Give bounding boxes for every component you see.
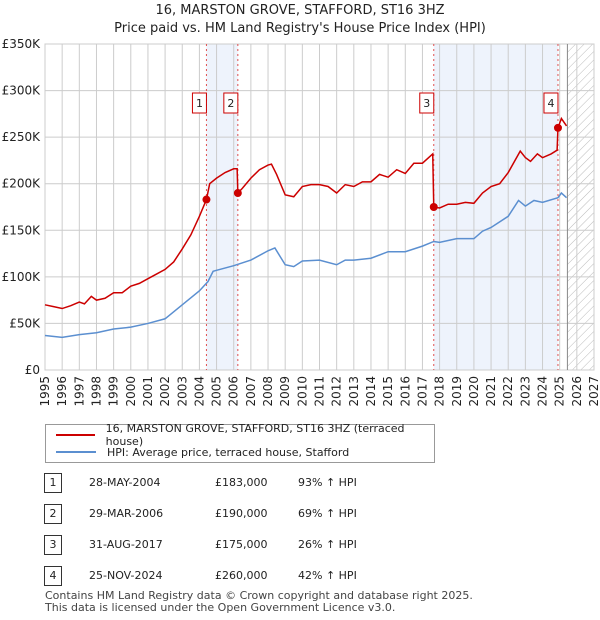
x-tick-label: 2017 [415, 376, 429, 407]
y-tick-label: £100K [2, 270, 42, 284]
transaction-price: £190,000 [215, 507, 268, 520]
y-tick-label: £0 [25, 363, 40, 377]
transaction-number: 1 [44, 473, 62, 493]
sale-label-box [223, 92, 239, 114]
transaction-number: 2 [44, 504, 62, 524]
transaction-hpi-change: 26% ↑ HPI [298, 538, 357, 551]
y-tick-label: £150K [2, 223, 42, 237]
x-tick-label: 2023 [518, 376, 532, 407]
x-tick-label: 2007 [244, 376, 258, 407]
x-tick-label: 2012 [330, 376, 344, 407]
transaction-date: 29-MAR-2006 [89, 507, 164, 520]
x-tick-label: 1995 [38, 376, 52, 407]
transaction-hpi-change: 42% ↑ HPI [298, 569, 357, 582]
transaction-date: 31-AUG-2017 [89, 538, 163, 551]
x-tick-label: 2011 [313, 376, 327, 407]
x-tick-label: 2006 [227, 376, 241, 407]
x-tick-label: 2027 [587, 376, 600, 407]
transaction-row: 2 29-MAR-2006 £190,000 69% ↑ HPI [44, 504, 444, 524]
sale-label: 4 [547, 97, 554, 110]
sale-label: 1 [196, 97, 203, 110]
x-tick-label: 1999 [107, 376, 121, 407]
blue-line-swatch [56, 451, 96, 453]
transaction-price: £183,000 [215, 476, 268, 489]
plot-frame [44, 43, 595, 371]
x-tick-label: 2010 [295, 376, 309, 407]
x-tick-label: 2000 [124, 376, 138, 407]
price-chart: 1995 1996 1997 1998 1999 2000 2001 2002 2003 2004… [2, 37, 600, 407]
x-tick-label: 2018 [433, 376, 447, 407]
x-tick-label: 1997 [72, 376, 86, 407]
transaction-price: £175,000 [215, 538, 268, 551]
y-tick-label: £50K [9, 316, 41, 330]
x-tick-label: 2016 [398, 376, 412, 407]
x-tick-label: 2022 [501, 376, 515, 407]
transaction-hpi-change: 93% ↑ HPI [298, 476, 357, 489]
y-tick-label: £300K [2, 84, 42, 98]
x-tick-label: 1998 [89, 376, 103, 407]
x-tick-label: 2001 [141, 376, 155, 407]
x-tick-label: 2025 [553, 376, 567, 407]
chart-title: 16, MARSTON GROVE, STAFFORD, ST16 3HZ [155, 3, 445, 18]
x-tick-label: 2008 [261, 376, 275, 407]
y-tick-label: £350K [2, 37, 42, 51]
sale-label: 3 [423, 97, 430, 110]
legend-label: HPI: Average price, terraced house, Staf… [107, 445, 350, 459]
x-tick-label: 1996 [55, 376, 69, 407]
transaction-date: 25-NOV-2024 [89, 569, 163, 582]
x-tick-label: 2009 [278, 376, 292, 407]
transaction-number: 3 [44, 535, 62, 555]
transaction-row: 3 31-AUG-2017 £175,000 26% ↑ HPI [44, 535, 444, 555]
x-tick-label: 2015 [381, 376, 395, 407]
y-tick-label: £250K [2, 130, 42, 144]
x-tick-label: 2003 [175, 376, 189, 407]
footer-copyright: Contains HM Land Registry data © Crown c… [45, 589, 473, 602]
sale-label-box [191, 92, 207, 114]
x-tick-label: 2004 [192, 376, 206, 407]
footer-licence: This data is licensed under the Open Gov… [45, 601, 396, 614]
x-tick-label: 2021 [484, 376, 498, 407]
legend-label: 16, MARSTON GROVE, STAFFORD, ST16 3HZ (t… [105, 422, 405, 448]
transaction-price: £260,000 [215, 569, 268, 582]
sale-point [553, 123, 562, 132]
transaction-row: 1 28-MAY-2004 £183,000 93% ↑ HPI [44, 473, 444, 493]
x-tick-label: 2005 [210, 376, 224, 407]
sale-label-box [419, 92, 435, 114]
property-price-line [44, 116, 568, 310]
sale-label-box [543, 92, 559, 114]
sale-point [202, 195, 211, 204]
x-tick-label: 2002 [158, 376, 172, 407]
y-tick-label: £200K [2, 177, 42, 191]
ownership-shade [433, 44, 558, 370]
forecast-hatch [567, 44, 594, 370]
x-tick-label: 2026 [570, 376, 584, 407]
sale-point [233, 189, 242, 198]
sale-point [429, 203, 438, 211]
legend-item-hpi: HPI: Average price, terraced house, Staf… [56, 444, 349, 460]
transaction-hpi-change: 69% ↑ HPI [298, 507, 357, 520]
transaction-date: 28-MAY-2004 [89, 476, 161, 489]
hpi-line [44, 191, 568, 339]
x-tick-label: 2019 [450, 376, 464, 407]
legend: 16, MARSTON GROVE, STAFFORD, ST16 3HZ (t… [45, 422, 435, 463]
legend-item-property: 16, MARSTON GROVE, STAFFORD, ST16 3HZ (t… [56, 422, 434, 448]
red-line-swatch [56, 434, 95, 436]
x-tick-label: 2014 [364, 376, 378, 407]
x-tick-label: 2013 [347, 376, 361, 407]
chart-subtitle: Price paid vs. HM Land Registry's House … [114, 21, 486, 36]
x-tick-label: 2020 [467, 376, 481, 407]
transaction-row: 4 25-NOV-2024 £260,000 42% ↑ HPI [44, 566, 444, 586]
x-tick-label: 2024 [536, 376, 550, 407]
sale-label: 2 [227, 97, 234, 110]
transaction-number: 4 [44, 566, 62, 586]
